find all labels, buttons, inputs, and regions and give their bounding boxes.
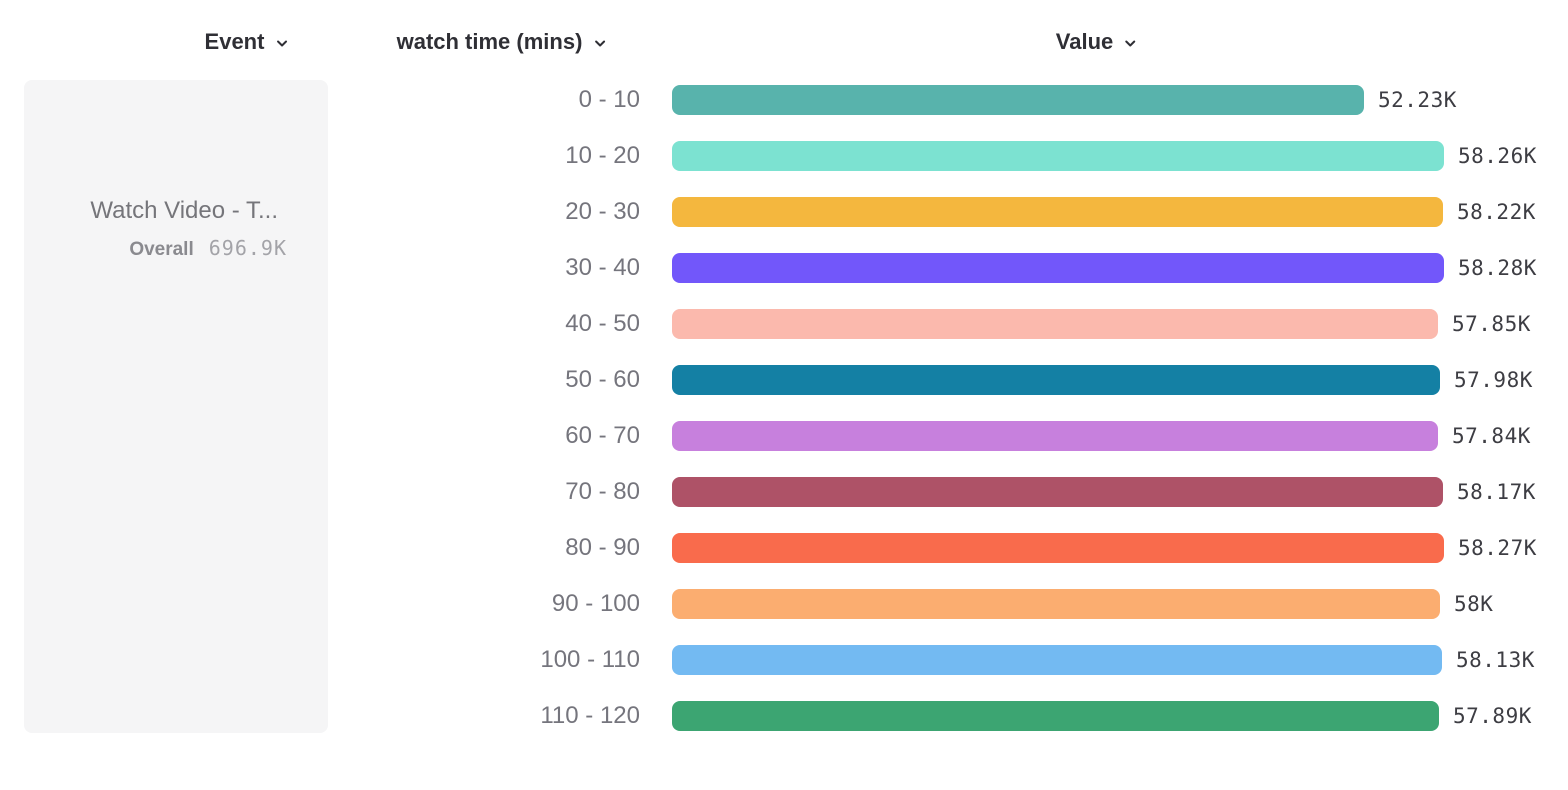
bar-value: 58.22K bbox=[1457, 200, 1536, 224]
bar-value: 58.26K bbox=[1458, 144, 1537, 168]
bar-row: 0 - 10 52.23K bbox=[480, 85, 1537, 115]
overall-value: 696.9K bbox=[208, 236, 287, 260]
bar[interactable] bbox=[672, 141, 1444, 171]
bucket-label: 70 - 80 bbox=[565, 478, 640, 505]
bar-row: 80 - 90 58.27K bbox=[480, 533, 1537, 563]
bar-value: 58.27K bbox=[1458, 536, 1537, 560]
bucket-label: 50 - 60 bbox=[565, 366, 640, 393]
bar-row: 40 - 50 57.85K bbox=[480, 309, 1537, 339]
bucket-label: 20 - 30 bbox=[565, 198, 640, 225]
bar-value: 57.89K bbox=[1453, 704, 1532, 728]
bar-row: 90 - 100 58K bbox=[480, 589, 1537, 619]
bar[interactable] bbox=[672, 85, 1364, 115]
bar-row: 100 - 110 58.13K bbox=[480, 645, 1537, 675]
bar[interactable] bbox=[672, 589, 1440, 619]
bucket-label: 10 - 20 bbox=[565, 142, 640, 169]
bar-value: 58.17K bbox=[1457, 480, 1536, 504]
bar-row: 50 - 60 57.98K bbox=[480, 365, 1537, 395]
bucket-label: 30 - 40 bbox=[565, 254, 640, 281]
bar[interactable] bbox=[672, 309, 1438, 339]
bar-row: 10 - 20 58.26K bbox=[480, 141, 1537, 171]
event-column-label: Event bbox=[204, 29, 265, 54]
event-name: Watch Video - T... bbox=[90, 197, 278, 224]
chevron-down-icon bbox=[592, 36, 607, 51]
value-column-label: Value bbox=[1055, 29, 1114, 54]
value-column-header[interactable]: Value bbox=[1056, 28, 1138, 56]
chevron-down-icon bbox=[274, 36, 289, 51]
bar-value: 52.23K bbox=[1378, 88, 1457, 112]
bar[interactable] bbox=[672, 533, 1444, 563]
event-legend-panel: Watch Video - T... Overall 696.9K bbox=[24, 80, 328, 733]
bar-rows: 0 - 10 52.23K 10 - 20 58.26K 20 - 30 58.… bbox=[480, 85, 1537, 731]
bucket-label: 40 - 50 bbox=[565, 310, 640, 337]
bar[interactable] bbox=[672, 253, 1444, 283]
bucket-label: 60 - 70 bbox=[565, 422, 640, 449]
bar-value: 58K bbox=[1454, 592, 1494, 616]
bar[interactable] bbox=[672, 645, 1442, 675]
bar-value: 57.84K bbox=[1452, 424, 1531, 448]
bar[interactable] bbox=[672, 365, 1440, 395]
bucket-label: 90 - 100 bbox=[551, 590, 640, 617]
breakdown-column-label: watch time (mins) bbox=[396, 29, 583, 54]
bar-value: 58.13K bbox=[1456, 648, 1535, 672]
bar-row: 110 - 120 57.89K bbox=[480, 701, 1537, 731]
overall-label: Overall bbox=[129, 239, 194, 260]
event-column-header[interactable]: Event bbox=[205, 28, 290, 56]
chevron-down-icon bbox=[1123, 36, 1138, 51]
bar[interactable] bbox=[672, 421, 1438, 451]
bar[interactable] bbox=[672, 477, 1443, 507]
bar-row: 70 - 80 58.17K bbox=[480, 477, 1537, 507]
event-overall-row: Overall 696.9K bbox=[129, 236, 287, 261]
bar[interactable] bbox=[672, 197, 1443, 227]
bar-value: 57.98K bbox=[1454, 368, 1533, 392]
bar-row: 20 - 30 58.22K bbox=[480, 197, 1537, 227]
bucket-label: 100 - 110 bbox=[540, 646, 640, 673]
bar[interactable] bbox=[672, 701, 1439, 731]
bucket-label: 80 - 90 bbox=[565, 534, 640, 561]
bucket-label: 110 - 120 bbox=[540, 702, 640, 729]
bar-row: 30 - 40 58.28K bbox=[480, 253, 1537, 283]
breakdown-column-header[interactable]: watch time (mins) bbox=[397, 28, 608, 56]
bar-value: 57.85K bbox=[1452, 312, 1531, 336]
bucket-label: 0 - 10 bbox=[578, 86, 640, 113]
bar-value: 58.28K bbox=[1458, 256, 1537, 280]
bar-row: 60 - 70 57.84K bbox=[480, 421, 1537, 451]
